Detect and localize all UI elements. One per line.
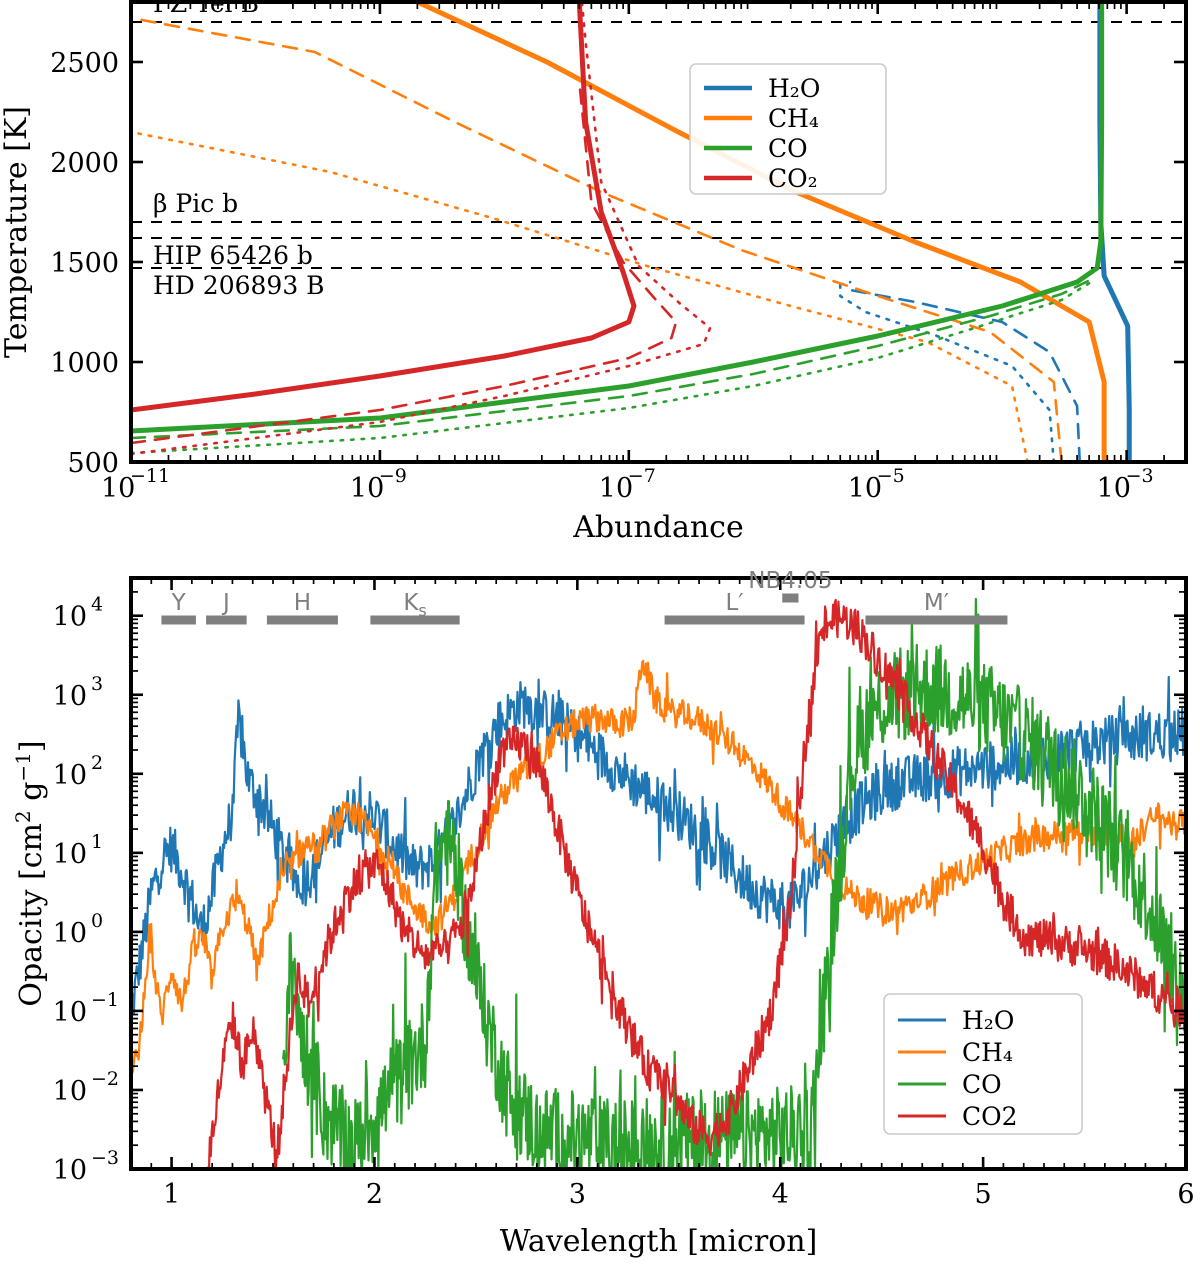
- object-annotation: HIP 65426 b: [153, 241, 313, 270]
- x-tick-label: 5: [975, 1179, 992, 1210]
- abundance-curve-co2-dotted: [131, 2, 712, 456]
- y-axis-label: Temperature [K]: [0, 106, 34, 358]
- opacity-curve-ch4: [131, 659, 1186, 1090]
- legend-box: [883, 993, 1083, 1135]
- abundance-curve-co-dotted: [131, 280, 1093, 455]
- x-tick-exponent: −9: [379, 465, 407, 487]
- abundance-curve-h2o-dotted: [838, 282, 1056, 462]
- y-tick-label: 10: [53, 839, 87, 870]
- y-tick-label: 2000: [50, 148, 119, 179]
- legend-box: [689, 63, 887, 195]
- y-tick-label: 1500: [50, 248, 119, 279]
- y-tick-label: 2500: [50, 48, 119, 79]
- abundance-panel: 10−11 10−9 10−7 10−5 10−35001000150020002500…: [0, 0, 1188, 540]
- abundance-curve-co2-solid: [131, 2, 637, 413]
- legend-label-h2o: H₂O: [962, 1006, 1014, 1035]
- legend-label-h2o: H₂O: [768, 74, 820, 103]
- x-tick-label: 1: [163, 1179, 180, 1210]
- photometric-band-label-k: Ks: [403, 590, 426, 620]
- legend-label-co: CO: [768, 134, 808, 163]
- x-tick-exponent: −7: [628, 465, 656, 487]
- y-axis-label: Opacity [cm2 g−1]: [11, 740, 49, 1006]
- photometric-band-label-m: M′: [924, 590, 949, 616]
- opacity-curve-co2: [207, 598, 1186, 1169]
- y-tick-label: 500: [67, 448, 119, 479]
- y-tick-exponent: −2: [91, 1068, 119, 1090]
- legend-label-co2: CO₂: [768, 164, 818, 193]
- abundance-curve-co-dashed: [131, 276, 1096, 440]
- abundance-curve-ch4-dashed: [131, 16, 1063, 462]
- photometric-band-label-y: Y: [171, 590, 187, 616]
- x-tick-exponent: −3: [1126, 465, 1154, 487]
- y-tick-exponent: 1: [91, 831, 103, 853]
- abundance-curve-co2-dashed: [131, 80, 678, 445]
- y-tick-exponent: −3: [91, 1147, 119, 1169]
- y-tick-exponent: 2: [91, 752, 103, 774]
- abundance-curve-co-solid: [131, 2, 1105, 434]
- y-tick-label: 10: [53, 602, 87, 633]
- y-tick-label: 10: [53, 760, 87, 791]
- x-axis-label: Wavelength [micron]: [500, 1224, 818, 1259]
- abundance-curve-ch4-dotted: [131, 130, 1029, 462]
- x-axis-label: Abundance: [572, 510, 743, 540]
- y-tick-exponent: 4: [91, 594, 103, 616]
- legend-label-co2: CO2: [962, 1102, 1018, 1131]
- x-tick-label: 10: [350, 473, 384, 504]
- y-tick-exponent: −1: [91, 989, 119, 1011]
- object-annotation: PZ Tel B: [153, 0, 259, 18]
- legend-label-co: CO: [962, 1070, 1002, 1099]
- photometric-band-label-nb405: NB4.05: [748, 568, 832, 594]
- legend-label-ch4: CH₄: [962, 1038, 1013, 1067]
- x-tick-exponent: −11: [130, 465, 170, 487]
- y-tick-label: 10: [53, 997, 87, 1028]
- x-tick-exponent: −5: [877, 465, 905, 487]
- x-tick-label: 3: [569, 1179, 586, 1210]
- x-tick-label: 6: [1177, 1179, 1194, 1210]
- x-tick-label: 10: [848, 473, 882, 504]
- x-tick-label: 2: [366, 1179, 383, 1210]
- legend-label-ch4: CH₄: [768, 104, 819, 133]
- opacity-curve-co: [282, 597, 1186, 1169]
- photometric-band-label-j: J: [221, 590, 230, 616]
- y-tick-exponent: 0: [91, 910, 103, 932]
- x-tick-label: 10: [599, 473, 633, 504]
- object-annotation: HD 206893 B: [153, 271, 325, 300]
- photometric-band-label-h: H: [294, 590, 311, 616]
- y-tick-label: 10: [53, 681, 87, 712]
- object-annotation: β Pic b: [153, 189, 238, 218]
- y-tick-exponent: 3: [91, 673, 103, 695]
- x-tick-label: 10: [1097, 473, 1131, 504]
- abundance-curve-h2o-dashed: [848, 280, 1082, 462]
- y-tick-label: 10: [53, 1076, 87, 1107]
- plot-frame: [129, 0, 1188, 464]
- y-tick-label: 10: [53, 1155, 87, 1186]
- photometric-band-label-l: L′: [726, 590, 744, 616]
- y-tick-label: 1000: [50, 348, 119, 379]
- opacity-curve-h2o: [131, 675, 1186, 1016]
- y-tick-label: 10: [53, 918, 87, 949]
- x-tick-label: 10: [101, 473, 135, 504]
- x-tick-label: 4: [772, 1179, 789, 1210]
